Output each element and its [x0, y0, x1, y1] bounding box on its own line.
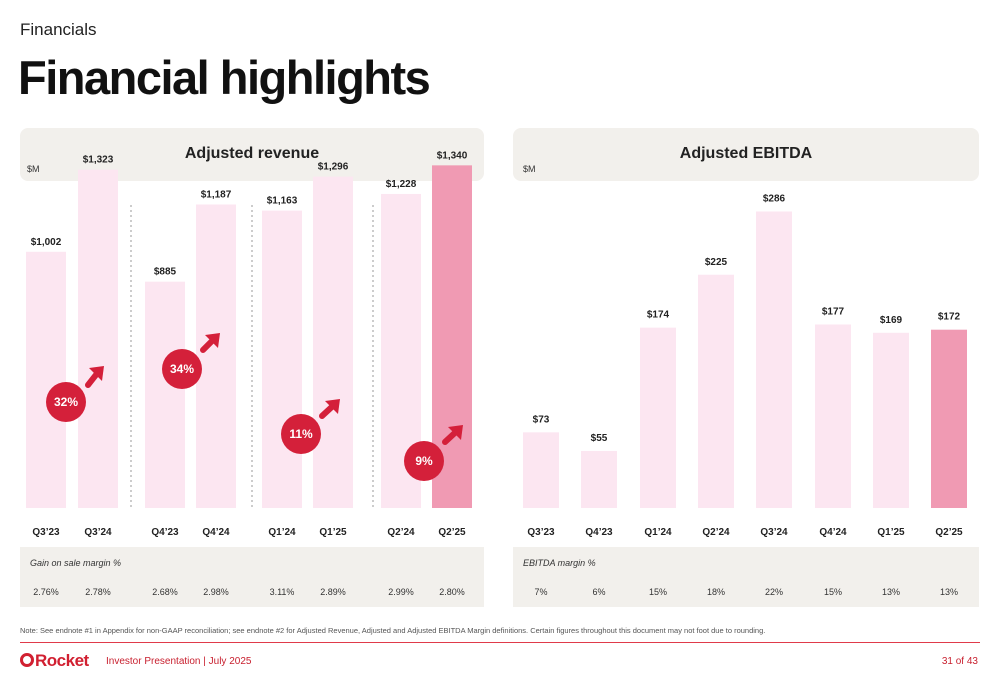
gain-on-sale-margin-value: 2.89%	[320, 587, 346, 597]
logo-mark-icon	[20, 653, 34, 667]
ebitda-chart-title: Adjusted EBITDA	[679, 145, 813, 162]
revenue-chart-title: Adjusted revenue	[184, 145, 320, 162]
ebitda-margin-value: 13%	[881, 587, 900, 597]
ebitda-unit-label: $M	[523, 164, 536, 174]
growth-badge	[46, 382, 86, 422]
gain-on-sale-margin-value: 2.99%	[388, 587, 414, 597]
ebitda-bar	[815, 324, 851, 508]
revenue-bar	[262, 210, 302, 508]
ebitda-margin-value: 18%	[706, 587, 725, 597]
revenue-category-label: Q2’24	[387, 527, 415, 538]
footer-text: Investor Presentation | July 2025	[106, 656, 252, 667]
ebitda-margin-title: EBITDA margin %	[523, 558, 596, 568]
revenue-bar-label: $1,002	[31, 237, 62, 248]
revenue-category-label: Q4’23	[151, 527, 179, 538]
ebitda-margin-value: 6%	[592, 587, 606, 597]
gain-on-sale-margin-value: 2.68%	[152, 587, 178, 597]
revenue-bar	[26, 251, 66, 508]
growth-arrowhead-icon	[89, 366, 104, 381]
revenue-bar-label: $885	[154, 267, 177, 278]
growth-badge-label: 11%	[289, 427, 313, 441]
ebitda-bar	[873, 332, 909, 508]
page-title: Financial highlights	[18, 51, 431, 104]
ebitda-category-label: Q2’25	[935, 527, 963, 538]
ebitda-bar	[698, 274, 734, 508]
ebitda-margin-value: 13%	[939, 587, 958, 597]
revenue-bar-label: $1,323	[83, 155, 114, 166]
revenue-bar	[145, 281, 185, 508]
rocket-logo: Rocket	[20, 651, 89, 671]
ebitda-category-label: Q4’24	[819, 527, 847, 538]
revenue-bar-label: $1,340	[437, 150, 468, 161]
revenue-category-label: Q1’25	[319, 527, 347, 538]
footer-divider	[20, 642, 980, 643]
ebitda-category-label: Q2’24	[702, 527, 730, 538]
ebitda-margin-value: 7%	[534, 587, 548, 597]
ebitda-bar	[931, 329, 967, 508]
ebitda-bar-label: $174	[647, 310, 670, 321]
ebitda-bar	[640, 327, 676, 508]
ebitda-bar-label: $177	[822, 307, 845, 318]
page-number: 31 of 43	[941, 656, 978, 667]
revenue-bar	[313, 176, 353, 508]
ebitda-category-label: Q1’25	[877, 527, 905, 538]
revenue-category-label: Q1’24	[268, 527, 296, 538]
growth-badge-label: 9%	[415, 454, 433, 468]
footnote: Note: See endnote #1 in Appendix for non…	[20, 626, 766, 635]
revenue-bar-label: $1,163	[267, 196, 298, 207]
growth-badge	[404, 441, 444, 481]
ebitda-bar-label: $286	[763, 194, 786, 205]
ebitda-margin-table: EBITDA margin % 7% 6% 15% 18% 22% 15% 13% 13%	[513, 547, 979, 607]
logo-text: Rocket	[35, 651, 89, 670]
growth-badge	[281, 414, 321, 454]
growth-arrowhead-icon	[205, 333, 220, 348]
growth-badge-label: 32%	[54, 395, 78, 409]
revenue-bar	[196, 204, 236, 508]
revenue-category-label: Q4’24	[202, 527, 230, 538]
gain-on-sale-margin-value: 2.78%	[85, 587, 111, 597]
revenue-bar-label: $1,187	[201, 189, 232, 200]
ebitda-chart-header: Adjusted EBITDA	[513, 128, 979, 181]
revenue-bar-label: $1,296	[318, 162, 349, 173]
gain-on-sale-margin-table: Gain on sale margin % 2.76% 2.78% 2.68% 2.9…	[20, 547, 484, 607]
revenue-bar-label: $1,228	[386, 179, 417, 190]
ebitda-bar	[523, 432, 559, 508]
revenue-category-label: Q3’23	[32, 527, 60, 538]
growth-badge	[162, 349, 202, 389]
ebitda-margin-value: 15%	[823, 587, 842, 597]
revenue-unit-label: $M	[27, 164, 40, 174]
ebitda-bar-label: $73	[533, 414, 550, 425]
ebitda-bar-label: $225	[705, 257, 728, 268]
ebitda-bar	[756, 211, 792, 508]
ebitda-category-label: Q4’23	[585, 527, 613, 538]
growth-arrowhead-icon	[325, 399, 340, 414]
ebitda-bar-label: $55	[591, 433, 608, 444]
ebitda-margin-value: 15%	[648, 587, 667, 597]
section-label: Financials	[20, 20, 97, 39]
growth-arrowhead-icon	[448, 425, 463, 440]
gain-on-sale-margin-value: 2.80%	[439, 587, 465, 597]
gain-on-sale-margin-value: 2.98%	[203, 587, 229, 597]
revenue-category-label: Q2’25	[438, 527, 466, 538]
ebitda-bar	[581, 450, 617, 508]
ebitda-category-label: Q1’24	[644, 527, 672, 538]
gain-on-sale-margin-value: 3.11%	[269, 587, 295, 597]
growth-badge-label: 34%	[170, 362, 194, 376]
ebitda-category-label: Q3’24	[760, 527, 788, 538]
ebitda-margin-value: 22%	[764, 587, 783, 597]
revenue-category-label: Q3’24	[84, 527, 112, 538]
ebitda-bar-label: $172	[938, 312, 961, 323]
gain-on-sale-margin-value: 2.76%	[33, 587, 59, 597]
revenue-bar	[78, 169, 118, 508]
ebitda-bar-label: $169	[880, 315, 903, 326]
ebitda-category-label: Q3’23	[527, 527, 555, 538]
gain-on-sale-margin-title: Gain on sale margin %	[30, 558, 122, 568]
